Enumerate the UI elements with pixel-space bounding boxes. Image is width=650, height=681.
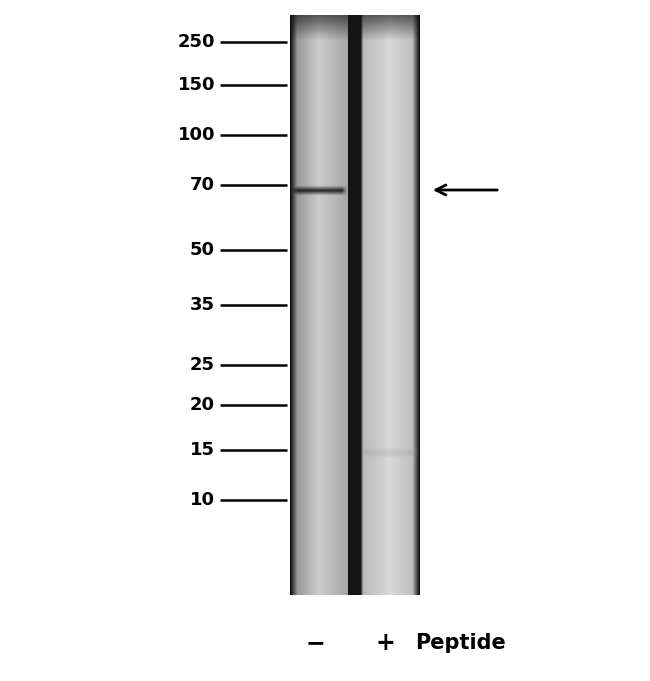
Text: 20: 20 bbox=[190, 396, 215, 414]
Text: 25: 25 bbox=[190, 356, 215, 374]
Text: Peptide: Peptide bbox=[415, 633, 506, 653]
Text: +: + bbox=[375, 631, 395, 655]
Text: 10: 10 bbox=[190, 491, 215, 509]
Text: 70: 70 bbox=[190, 176, 215, 194]
Text: 100: 100 bbox=[177, 126, 215, 144]
Text: 15: 15 bbox=[190, 441, 215, 459]
Text: 250: 250 bbox=[177, 33, 215, 51]
Text: 50: 50 bbox=[190, 241, 215, 259]
Text: 150: 150 bbox=[177, 76, 215, 94]
Text: −: − bbox=[305, 631, 325, 655]
Text: 35: 35 bbox=[190, 296, 215, 314]
